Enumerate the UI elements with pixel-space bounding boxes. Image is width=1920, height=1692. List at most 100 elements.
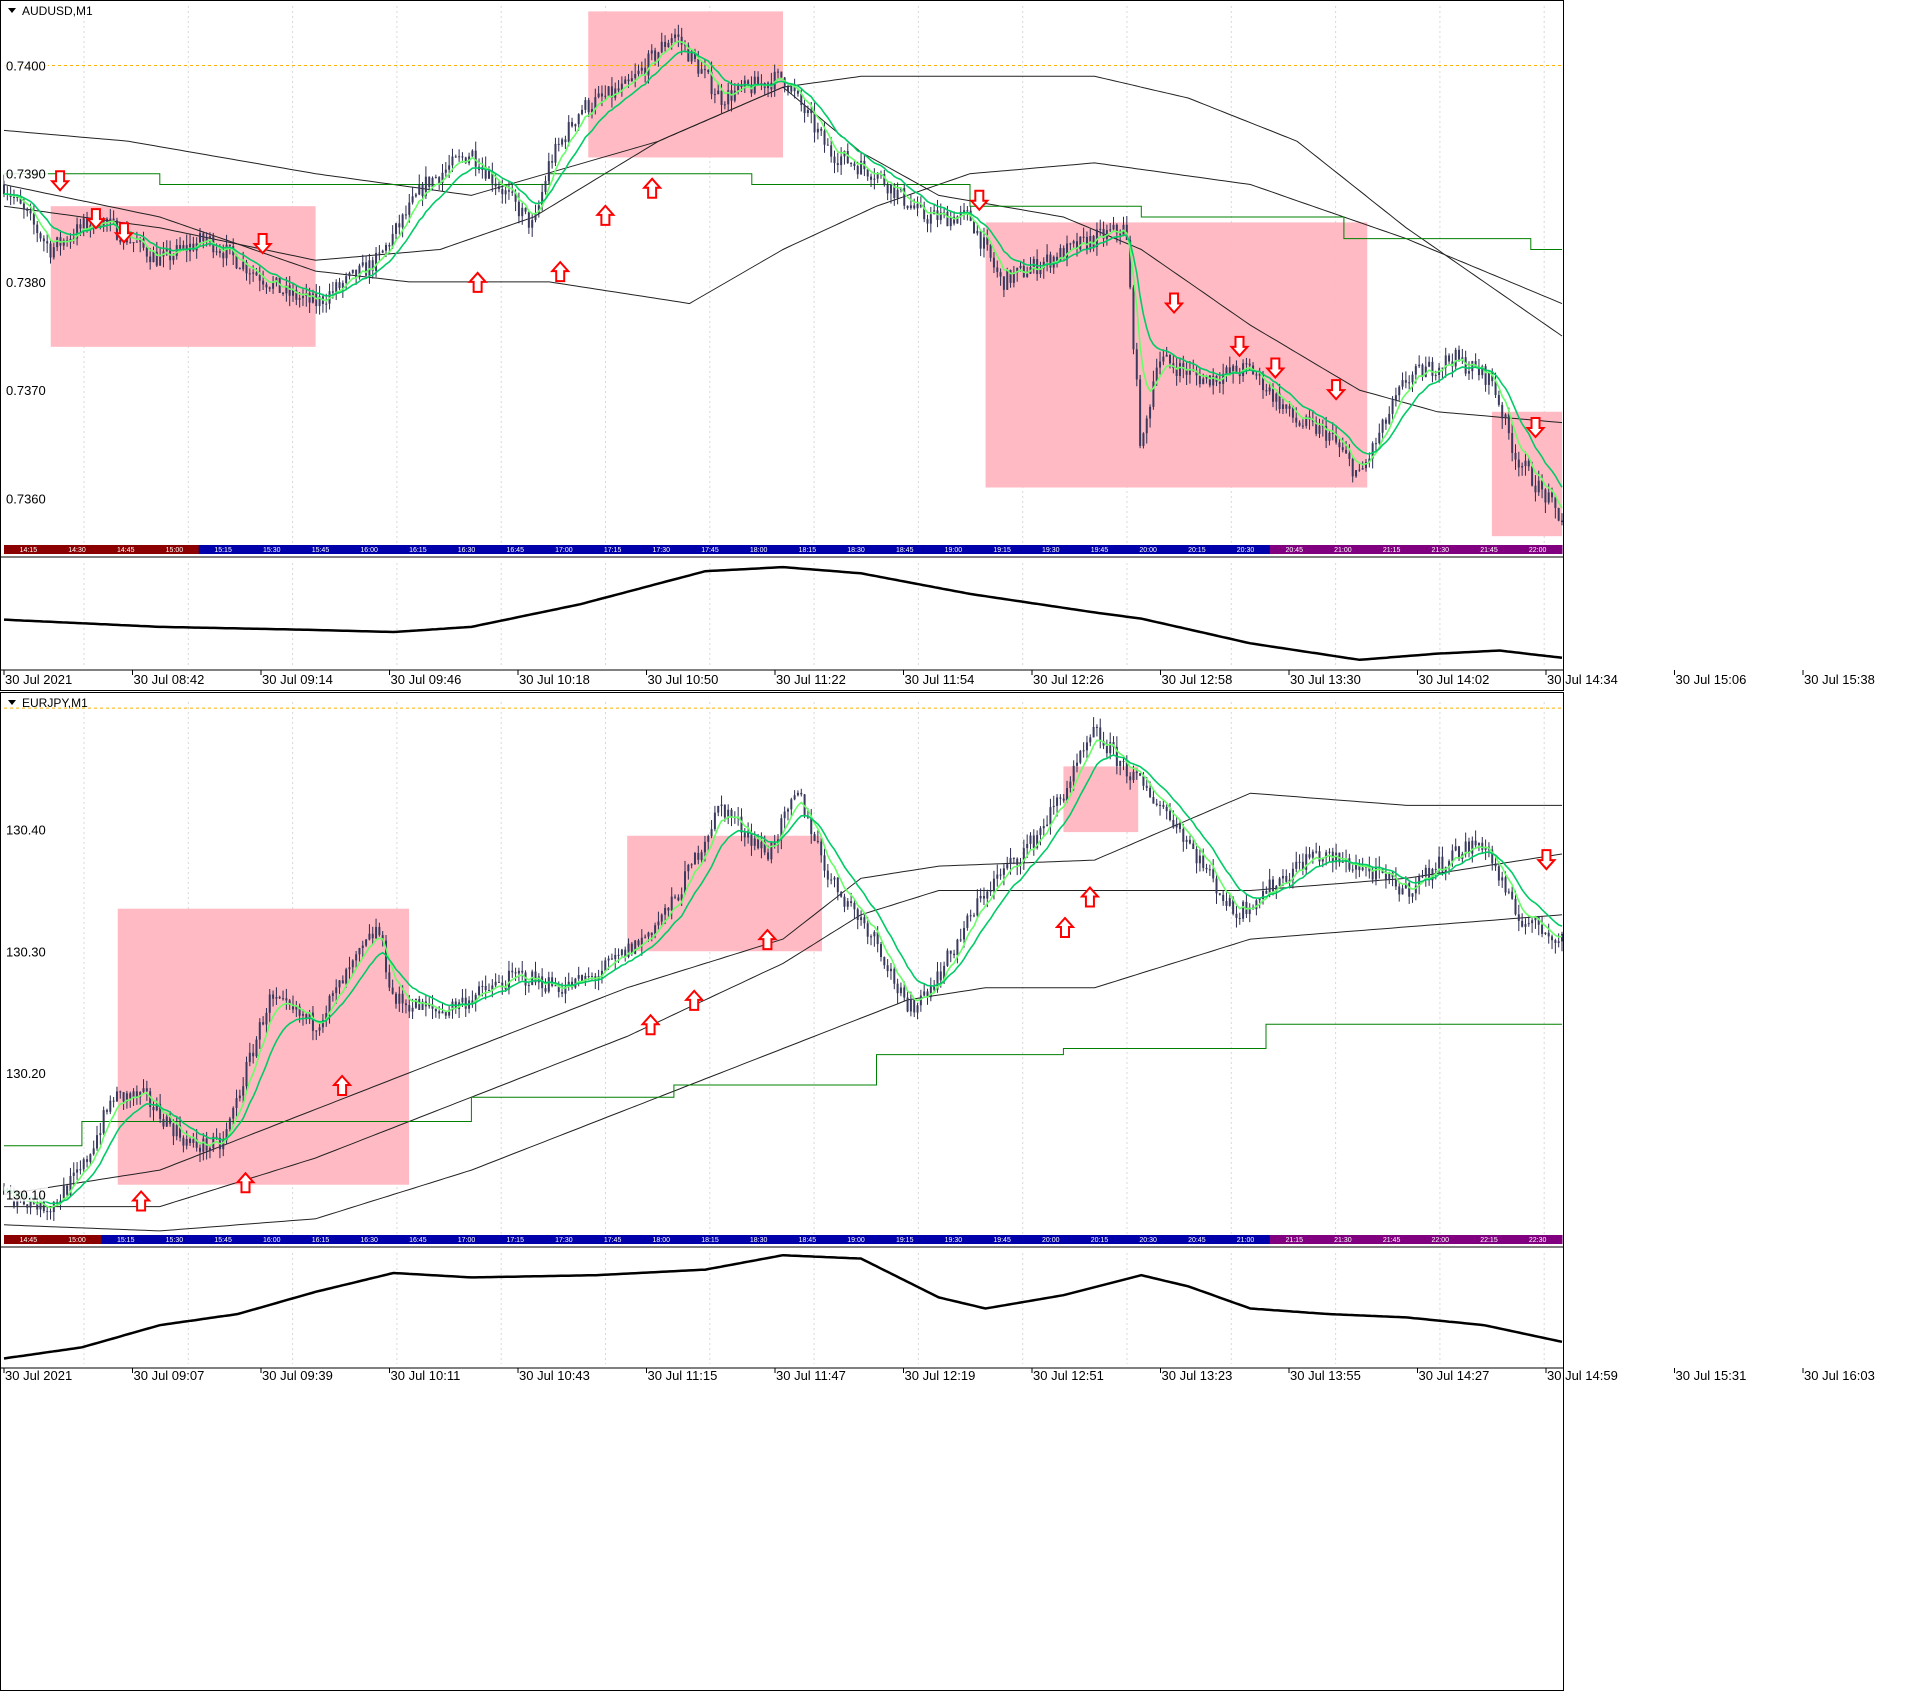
candle-body xyxy=(1238,373,1241,377)
candle-body xyxy=(577,975,580,979)
candle-body xyxy=(142,239,145,248)
candle-body xyxy=(949,950,952,954)
candle-body xyxy=(906,997,909,1012)
candle-body xyxy=(1271,879,1274,892)
candle-body xyxy=(1205,375,1208,379)
candle-body xyxy=(1295,861,1298,869)
candle-body xyxy=(521,207,524,217)
candle-body xyxy=(1099,228,1102,230)
candle-body xyxy=(428,176,431,188)
candle-body xyxy=(581,975,584,982)
candle-body xyxy=(1311,851,1314,858)
candle-body xyxy=(165,248,168,252)
candle-body xyxy=(494,183,497,187)
candle-body xyxy=(979,895,982,899)
x-tick-label: 30 Jul 12:58 xyxy=(1162,672,1233,687)
candle-body xyxy=(1358,863,1361,871)
candle-body xyxy=(19,196,22,204)
candle-body xyxy=(654,925,657,936)
candle-body xyxy=(378,252,381,254)
session-label: 14:45 xyxy=(117,547,135,554)
candle-body xyxy=(846,901,849,907)
candle-body xyxy=(587,976,590,978)
candle-body xyxy=(325,1013,328,1021)
candle-body xyxy=(461,156,464,158)
session-label: 17:15 xyxy=(506,1237,524,1244)
pane-frame xyxy=(0,692,1564,1691)
candle-body xyxy=(996,267,999,273)
candle-body xyxy=(325,303,328,305)
candle-body xyxy=(368,933,371,940)
candle-body xyxy=(265,1012,268,1025)
candle-body xyxy=(1046,824,1049,827)
candle-body xyxy=(1218,381,1221,384)
candle-body xyxy=(899,987,902,994)
session-segment xyxy=(1269,1235,1320,1244)
candle-body xyxy=(750,832,753,846)
candle-body xyxy=(690,51,693,62)
candle-body xyxy=(441,172,444,184)
candle-body xyxy=(1242,901,1245,919)
session-label: 19:30 xyxy=(945,1237,963,1244)
candle-body xyxy=(1012,857,1015,859)
candle-body xyxy=(973,915,976,917)
candle-body xyxy=(338,980,341,988)
signal-zone xyxy=(50,206,316,347)
candle-body xyxy=(1225,900,1228,906)
signal-zone xyxy=(1491,411,1562,537)
x-tick-label: 30 Jul 11:47 xyxy=(776,1368,846,1383)
candle-body xyxy=(421,184,424,196)
candle-body xyxy=(534,213,537,221)
session-segment xyxy=(1026,545,1076,554)
candle-body xyxy=(295,290,298,300)
session-segment xyxy=(734,545,784,554)
candle-body xyxy=(1275,393,1278,402)
candle-body xyxy=(132,242,135,244)
x-tick-label: 30 Jul 14:02 xyxy=(1419,672,1490,687)
y-tick-label: 130.10 xyxy=(6,1187,46,1202)
candle-body xyxy=(1105,745,1108,754)
candle-body xyxy=(1388,872,1391,881)
candle-body xyxy=(846,150,849,164)
candle-body xyxy=(102,1110,105,1134)
candle-body xyxy=(308,1012,311,1020)
candle-body xyxy=(471,1000,474,1003)
candle-body xyxy=(1066,788,1069,801)
candle-body xyxy=(1517,914,1520,921)
session-label: 14:30 xyxy=(68,547,86,554)
candle-body xyxy=(105,1110,108,1112)
session-segment xyxy=(101,1235,151,1244)
oscillator-line xyxy=(3,565,1563,662)
signal-zone xyxy=(1063,766,1139,833)
candle-body xyxy=(640,937,643,946)
candle-body xyxy=(1265,890,1268,894)
candle-body xyxy=(1414,885,1417,894)
candle-body xyxy=(973,220,976,234)
candle-body xyxy=(600,970,603,977)
candle-body xyxy=(1185,369,1188,375)
session-label: 15:15 xyxy=(214,547,232,554)
candle-body xyxy=(295,1006,298,1010)
candle-body xyxy=(670,38,673,43)
candle-body xyxy=(1404,883,1407,889)
candle-body xyxy=(557,985,560,993)
candle-body xyxy=(713,94,716,96)
session-label: 19:30 xyxy=(1042,547,1060,554)
candle-body xyxy=(1434,868,1437,870)
candle-body xyxy=(866,169,869,177)
candle-body xyxy=(82,1159,85,1170)
candle-body xyxy=(763,841,766,853)
session-segment xyxy=(831,545,881,554)
session-segment xyxy=(1123,545,1173,554)
candle-body xyxy=(481,985,484,987)
x-tick-label: 30 Jul 11:54 xyxy=(905,672,975,687)
candle-body xyxy=(979,230,982,249)
candle-body xyxy=(600,93,603,97)
sell-arrow-icon xyxy=(1265,357,1286,379)
candle-body xyxy=(1315,851,1318,853)
candle-body xyxy=(1328,851,1331,853)
candle-body xyxy=(989,244,992,258)
candle-body xyxy=(567,122,570,143)
candle-body xyxy=(275,277,278,283)
candle-body xyxy=(1016,858,1019,865)
